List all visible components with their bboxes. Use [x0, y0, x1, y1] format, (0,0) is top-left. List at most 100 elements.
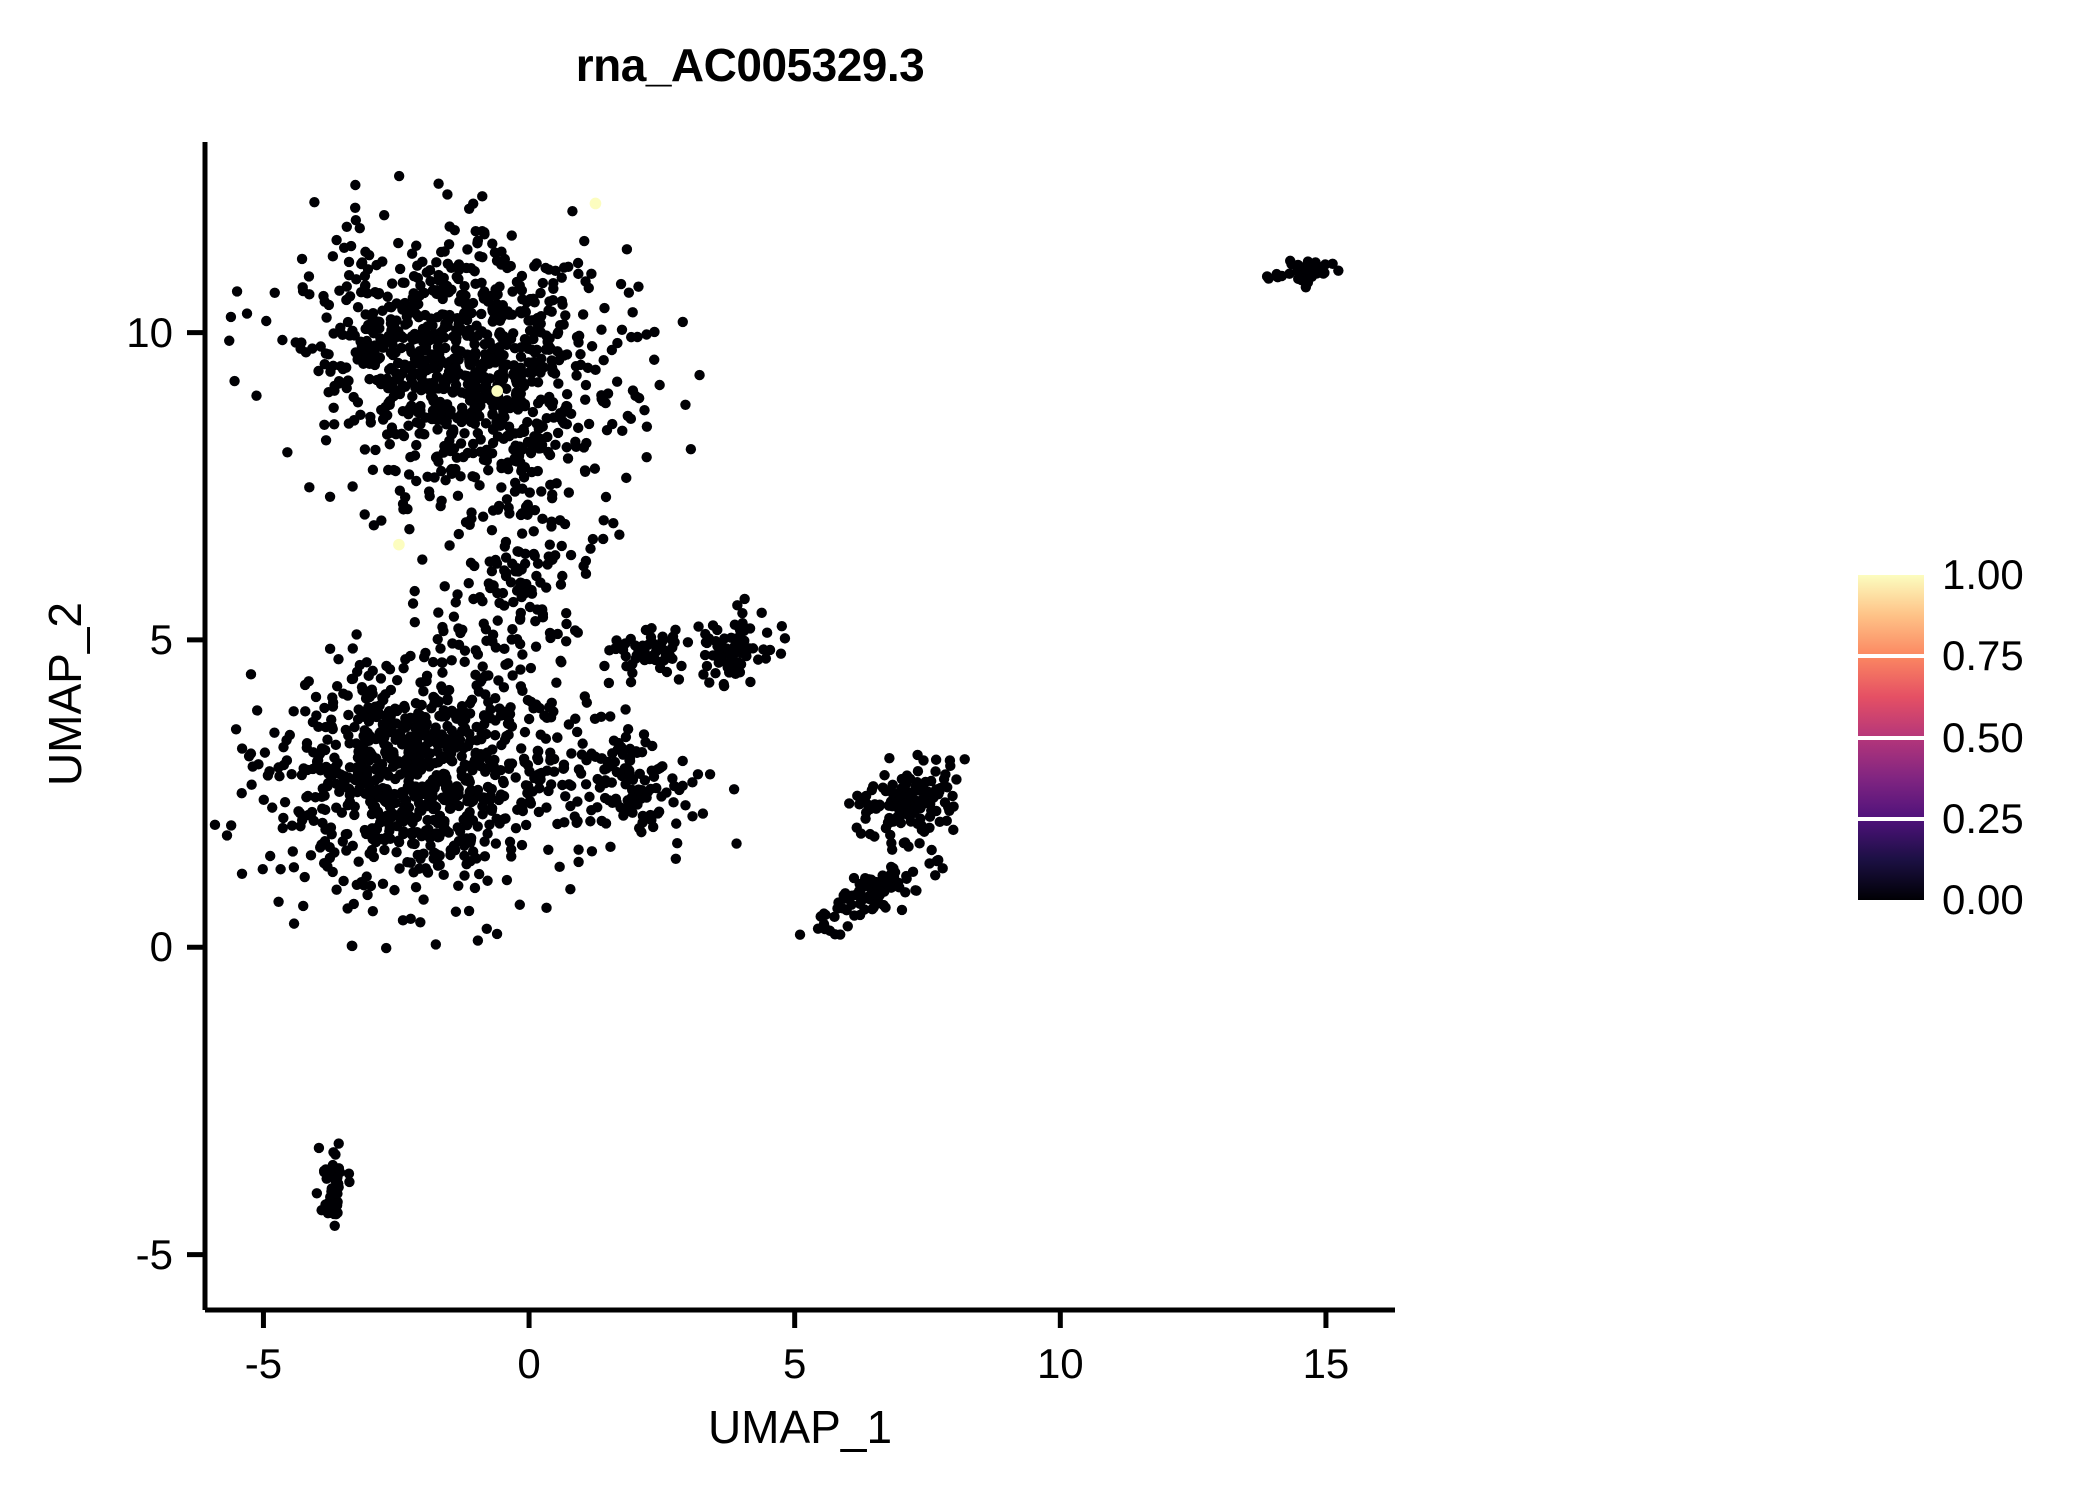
data-point	[320, 804, 331, 816]
data-point	[528, 314, 539, 326]
data-point	[367, 665, 378, 677]
data-point	[362, 288, 373, 299]
data-point	[534, 702, 545, 714]
data-point	[333, 1138, 344, 1149]
data-point	[311, 1188, 323, 1199]
data-point	[452, 490, 464, 502]
data-point	[670, 853, 682, 865]
data-point	[410, 881, 422, 893]
data-point	[571, 331, 583, 343]
data-point	[397, 405, 409, 417]
data-point	[636, 826, 647, 838]
data-point	[344, 790, 356, 801]
data-point	[542, 431, 553, 443]
data-point	[552, 346, 563, 357]
data-point	[446, 429, 458, 440]
data-point	[324, 491, 336, 502]
data-point	[892, 811, 903, 823]
data-point	[531, 418, 542, 429]
data-point	[399, 492, 411, 503]
data-point	[359, 444, 371, 455]
data-point	[516, 396, 527, 407]
data-point	[431, 828, 442, 839]
data-point	[359, 509, 370, 520]
data-point	[650, 654, 661, 666]
data-point	[517, 649, 528, 660]
data-point	[486, 566, 498, 577]
data-point	[531, 344, 543, 355]
data-point	[409, 617, 421, 628]
data-point	[505, 844, 517, 855]
data-point	[551, 677, 562, 688]
data-point	[450, 597, 461, 608]
data-point	[550, 439, 561, 451]
colorbar-tick-label: 0.50	[1942, 713, 2024, 761]
data-point	[428, 847, 440, 858]
data-point	[536, 353, 547, 364]
data-point	[487, 238, 498, 249]
data-point	[418, 729, 429, 741]
data-point	[815, 911, 826, 922]
data-point	[547, 294, 559, 306]
data-point	[621, 472, 632, 484]
data-point	[589, 713, 601, 725]
data-point	[398, 504, 409, 515]
data-point	[577, 309, 589, 320]
data-point	[586, 804, 597, 816]
data-point	[269, 727, 280, 738]
data-point	[859, 872, 871, 884]
data-point	[580, 568, 592, 580]
data-point	[267, 802, 278, 813]
data-point	[236, 788, 247, 799]
data-point	[351, 629, 362, 640]
data-point	[384, 825, 395, 837]
data-point	[361, 657, 372, 668]
data-point	[627, 667, 638, 679]
data-point	[898, 782, 909, 793]
data-point	[269, 287, 280, 298]
data-point	[468, 593, 479, 605]
data-point	[397, 915, 409, 926]
data-point	[710, 668, 721, 679]
data-point	[530, 641, 542, 652]
data-point	[886, 837, 897, 849]
data-point	[451, 332, 462, 343]
data-point	[585, 543, 596, 554]
data-point	[676, 660, 687, 672]
data-point	[930, 784, 942, 795]
data-point	[427, 362, 438, 373]
data-point	[417, 332, 428, 343]
data-point	[301, 791, 312, 803]
data-point	[377, 342, 389, 353]
data-point	[495, 710, 507, 721]
data-point	[469, 882, 481, 894]
data-point	[704, 769, 716, 780]
data-point	[516, 528, 528, 539]
data-point	[794, 929, 806, 940]
data-point	[489, 769, 501, 781]
data-point	[623, 287, 635, 298]
data-point	[360, 246, 371, 258]
data-point	[277, 334, 288, 346]
data-point	[394, 758, 406, 769]
data-point	[481, 923, 492, 934]
data-point	[418, 652, 430, 663]
data-point	[546, 697, 557, 709]
data-point	[395, 769, 406, 780]
data-point	[327, 251, 339, 262]
data-point	[486, 524, 498, 536]
data-point	[682, 637, 694, 648]
data-point	[854, 799, 865, 810]
data-point	[411, 736, 423, 748]
data-point	[888, 863, 899, 874]
data-point	[409, 786, 420, 798]
data-point	[333, 375, 345, 387]
data-point	[411, 826, 423, 838]
data-point	[745, 676, 756, 688]
data-point	[687, 811, 698, 822]
data-point	[572, 422, 584, 434]
data-point	[565, 549, 577, 561]
data-point	[458, 451, 469, 463]
data-point	[286, 820, 298, 831]
data-point	[483, 670, 494, 681]
